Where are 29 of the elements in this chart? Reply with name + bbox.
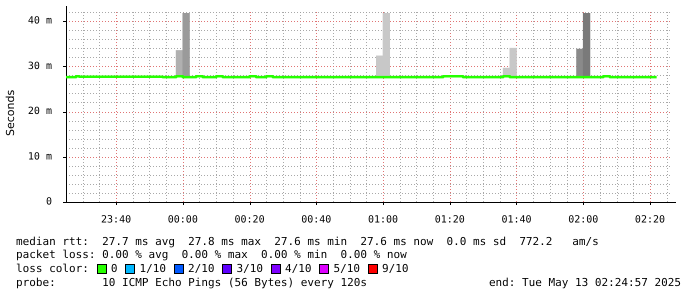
x-tick-label: 01:20	[434, 214, 465, 226]
text: probe: 10 ICMP Echo Pings (56 Bytes) every 120s	[16, 276, 367, 289]
text: median rtt: 27.7 ms avg 27.8 ms max 27.6 ms min 27.6 ms now 0.0 ms sd 772.2 am/s	[16, 235, 599, 248]
y-tick-label: 30 m	[28, 60, 52, 72]
bar	[582, 13, 590, 78]
text: end: Tue May 13 02:24:57 2025	[488, 276, 681, 289]
y-tick-label: 0	[46, 196, 52, 208]
legend-label: 3/10	[236, 262, 263, 275]
y-tick-label: 40 m	[28, 16, 52, 27]
x-tick-label: 01:00	[368, 214, 398, 226]
x-tick-label: 23:40	[101, 214, 132, 226]
legend-label: 4/10	[284, 262, 312, 275]
legend-label: 9/10	[382, 262, 408, 275]
x-tick-label: 00:40	[301, 214, 332, 226]
legend-title: loss color:	[16, 262, 89, 275]
y-tick-label: 10 m	[28, 151, 52, 162]
y-tick-label: 20 m	[28, 106, 52, 118]
x-tick-label: 00:20	[234, 214, 265, 226]
x-tick-label: 02:00	[568, 214, 598, 226]
legend-label: 5/10	[333, 262, 360, 275]
y-axis-title: Seconds	[4, 90, 17, 136]
x-tick-label: 00:00	[168, 214, 198, 226]
legend-label: 2/10	[188, 262, 214, 275]
text: packet loss: 0.00 % avg 0.00 % max 0.00 % min 0.00 % now	[16, 248, 407, 261]
x-tick-label: 02:20	[634, 214, 666, 226]
bar	[576, 48, 584, 78]
x-tick-label: 01:40	[501, 214, 532, 226]
legend-label: 0	[110, 262, 118, 275]
legend-label: 1/10	[139, 262, 166, 275]
